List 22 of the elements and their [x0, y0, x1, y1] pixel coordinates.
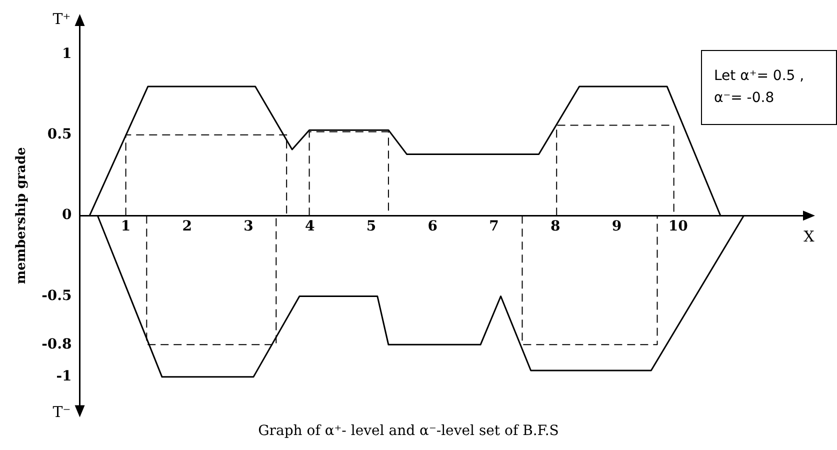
x-tick-label: 2	[182, 218, 192, 235]
x-tick-label: 8	[550, 218, 560, 235]
text: Graph of α⁺- level and α⁻-level set of B.F.S	[258, 423, 559, 440]
x-axis-title: X	[804, 227, 815, 246]
y-tick-label: -1	[56, 368, 72, 385]
x-tick-label: 10	[668, 218, 688, 235]
y-tick-label: -0.5	[42, 288, 72, 304]
x-tick-label: 4	[305, 218, 316, 235]
text: T⁺	[52, 10, 71, 28]
x-tick-label: 9	[612, 218, 622, 235]
x-tick-label: 6	[428, 218, 438, 235]
y-tick-label: 0.5	[47, 126, 72, 143]
x-tick-label: 1	[120, 218, 131, 235]
x-tick-label: 3	[244, 218, 254, 235]
y-tick-label: 1	[62, 46, 72, 62]
y-axis-title: membership grade	[14, 147, 30, 284]
y-tick-label: 0	[62, 207, 72, 224]
note-box: Let α⁺= 0.5 , α⁻= -0.8	[701, 50, 837, 125]
x-tick-label: 7	[489, 218, 499, 235]
text: T⁻	[52, 403, 71, 422]
x-tick-label: 5	[366, 218, 376, 235]
y-tick-label: -0.8	[42, 336, 72, 352]
